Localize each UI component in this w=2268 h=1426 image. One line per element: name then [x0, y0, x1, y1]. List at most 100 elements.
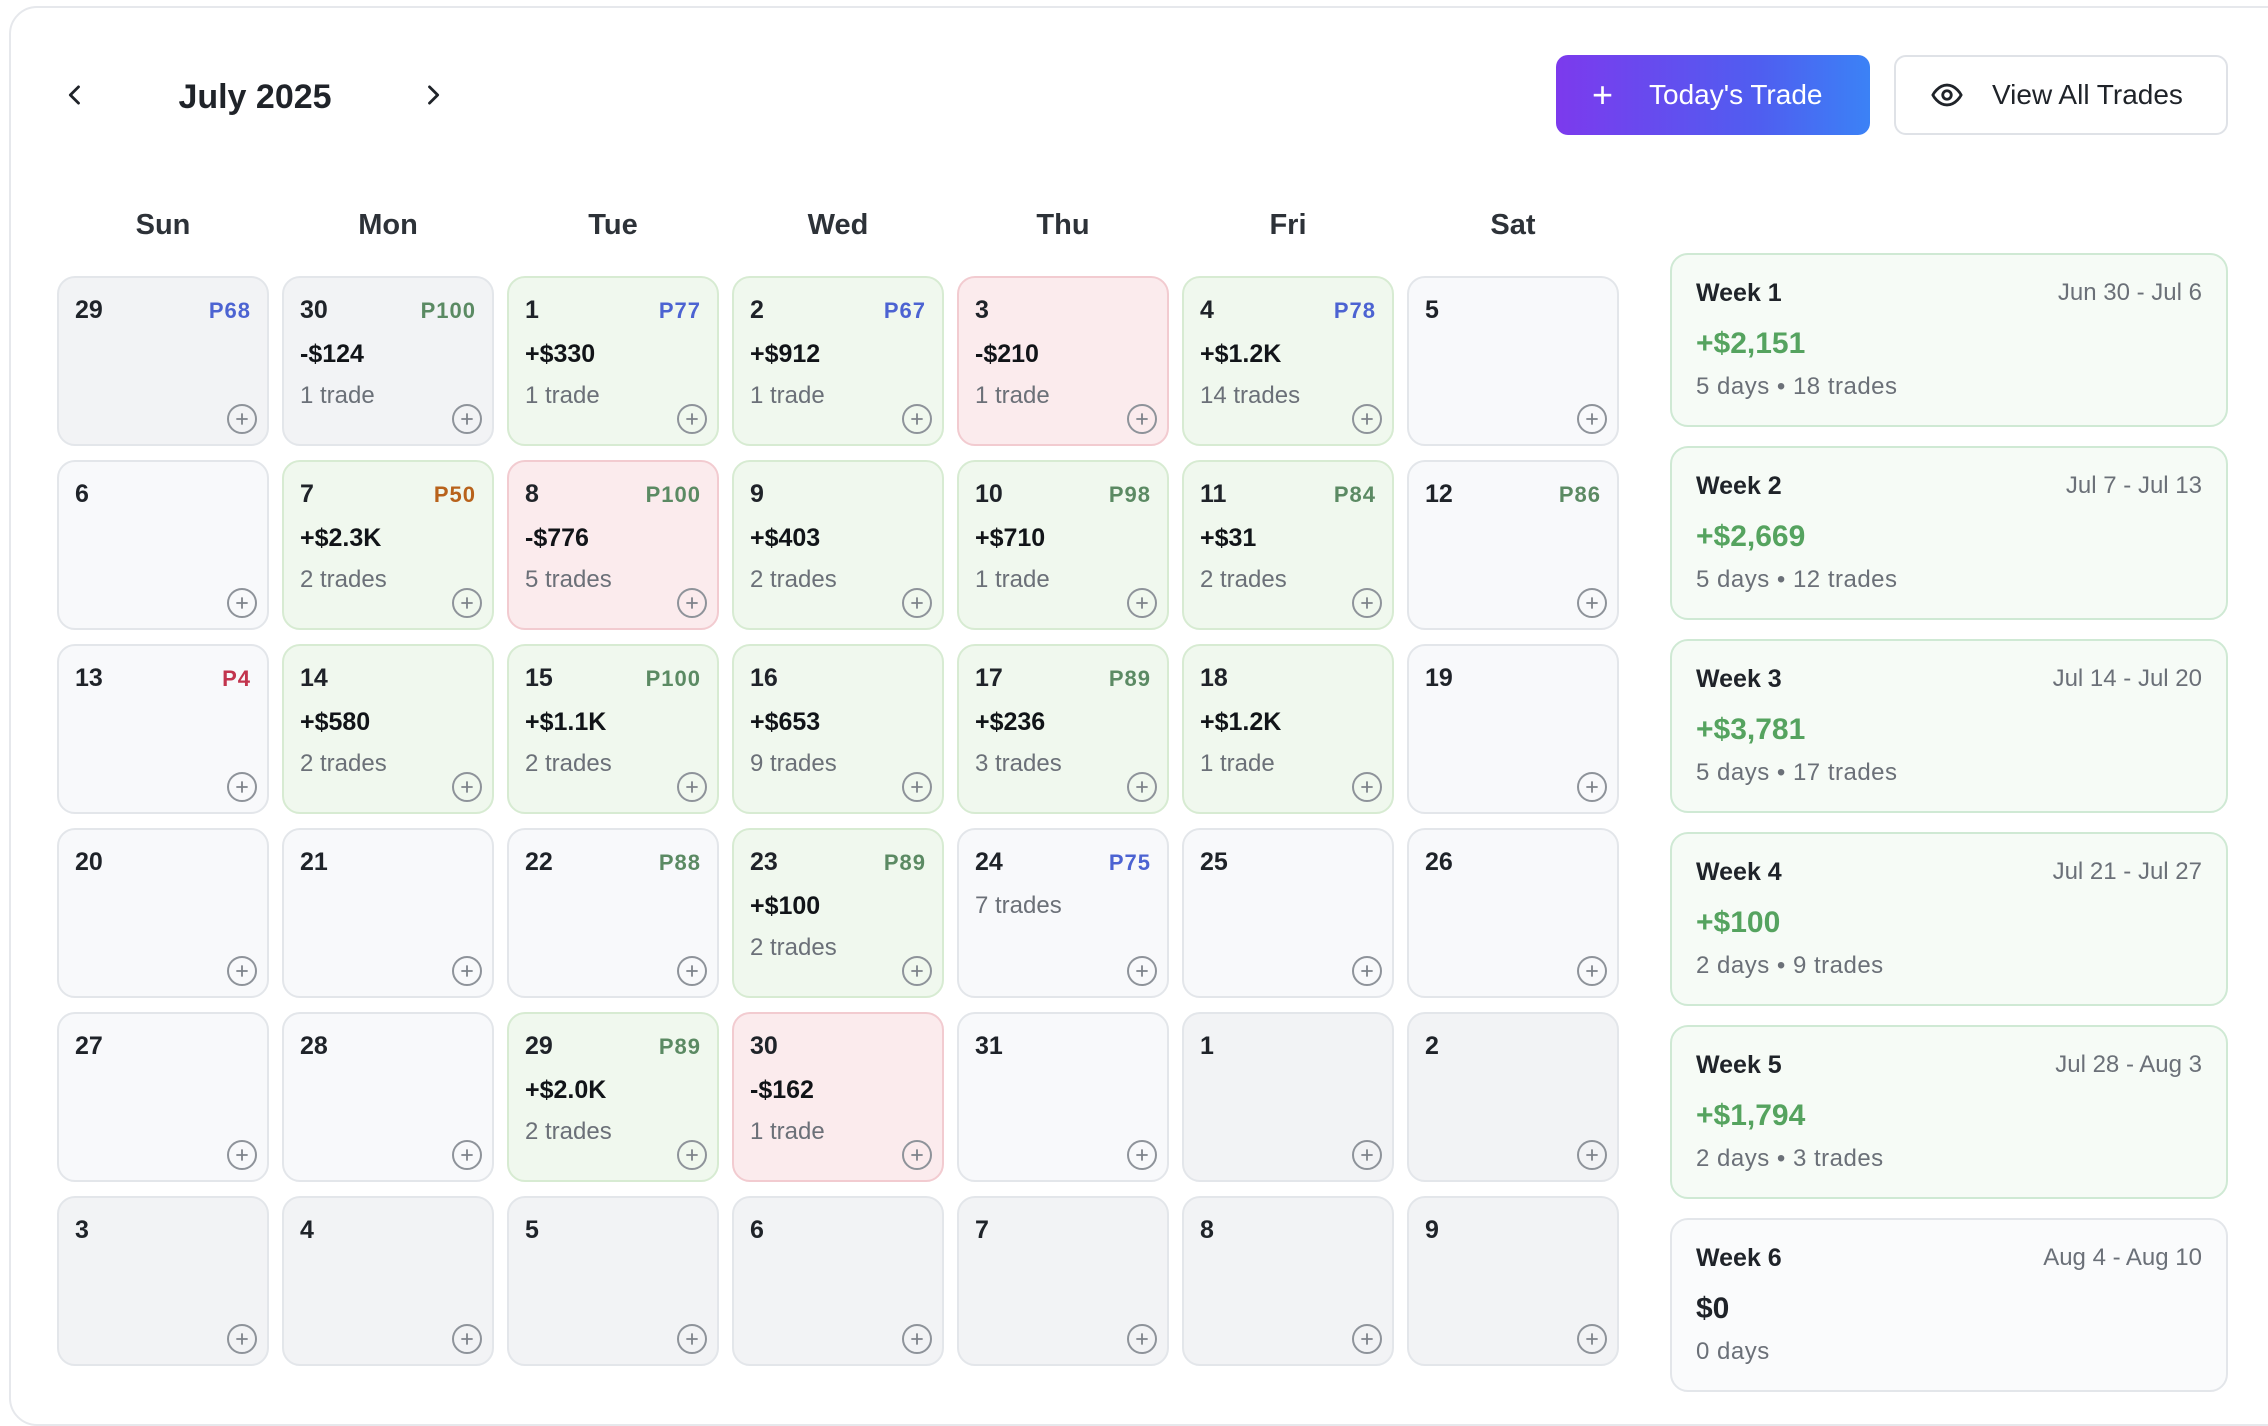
add-trade-button[interactable]: [1577, 956, 1607, 986]
add-trade-button[interactable]: [452, 956, 482, 986]
add-trade-button[interactable]: [1352, 588, 1382, 618]
add-trade-button[interactable]: [1127, 772, 1157, 802]
add-trade-button[interactable]: [902, 956, 932, 986]
calendar-day-cell[interactable]: 9 +$403 2 trades: [732, 460, 944, 630]
plus-icon: [1586, 965, 1598, 977]
day-number: 4: [1200, 296, 1214, 324]
calendar-day-cell[interactable]: 31: [957, 1012, 1169, 1182]
calendar-day-cell[interactable]: 7: [957, 1196, 1169, 1366]
add-trade-button[interactable]: [1352, 772, 1382, 802]
week-summary-card[interactable]: Week 2 Jul 7 - Jul 13 +$2,669 5 days • 12 t…: [1670, 446, 2228, 620]
calendar-day-cell[interactable]: 4 P78 +$1.2K 14 trades: [1182, 276, 1394, 446]
add-trade-button[interactable]: [677, 772, 707, 802]
next-month-button[interactable]: [408, 70, 458, 120]
add-trade-button[interactable]: [1352, 1324, 1382, 1354]
add-trade-button[interactable]: [452, 1324, 482, 1354]
add-trade-button[interactable]: [902, 404, 932, 434]
calendar-day-cell[interactable]: 11 P84 +$31 2 trades: [1182, 460, 1394, 630]
calendar-day-cell[interactable]: 6: [57, 460, 269, 630]
add-trade-button[interactable]: [1127, 588, 1157, 618]
add-trade-button[interactable]: [452, 772, 482, 802]
week-summary-card[interactable]: Week 3 Jul 14 - Jul 20 +$3,781 5 days • 17 …: [1670, 639, 2228, 813]
calendar-day-cell[interactable]: 12 P86: [1407, 460, 1619, 630]
add-trade-button[interactable]: [227, 588, 257, 618]
week-summary-card[interactable]: Week 5 Jul 28 - Aug 3 +$1,794 2 days • 3 tr…: [1670, 1025, 2228, 1199]
add-trade-button[interactable]: [1577, 404, 1607, 434]
add-trade-button[interactable]: [1577, 772, 1607, 802]
calendar-day-cell[interactable]: 30 -$162 1 trade: [732, 1012, 944, 1182]
add-trade-button[interactable]: [677, 588, 707, 618]
add-trade-button[interactable]: [227, 404, 257, 434]
calendar-day-cell[interactable]: 14 +$580 2 trades: [282, 644, 494, 814]
calendar-day-cell[interactable]: 26: [1407, 828, 1619, 998]
calendar-day-cell[interactable]: 22 P88: [507, 828, 719, 998]
calendar-day-cell[interactable]: 2: [1407, 1012, 1619, 1182]
calendar-day-cell[interactable]: 17 P89 +$236 3 trades: [957, 644, 1169, 814]
add-trade-button[interactable]: [1577, 1140, 1607, 1170]
add-trade-button[interactable]: [452, 588, 482, 618]
add-trade-button[interactable]: [1577, 1324, 1607, 1354]
week-summary-card[interactable]: Week 4 Jul 21 - Jul 27 +$100 2 days • 9 tra…: [1670, 832, 2228, 1006]
calendar-day-cell[interactable]: 13 P4: [57, 644, 269, 814]
calendar-day-cell[interactable]: 29 P68: [57, 276, 269, 446]
calendar-day-cell[interactable]: 24 P75 7 trades: [957, 828, 1169, 998]
add-trade-button[interactable]: [227, 1140, 257, 1170]
calendar-day-cell[interactable]: 6: [732, 1196, 944, 1366]
calendar-day-cell[interactable]: 2 P67 +$912 1 trade: [732, 276, 944, 446]
add-trade-button[interactable]: [1127, 1324, 1157, 1354]
calendar-day-cell[interactable]: 15 P100 +$1.1K 2 trades: [507, 644, 719, 814]
calendar-day-cell[interactable]: 29 P89 +$2.0K 2 trades: [507, 1012, 719, 1182]
add-trade-button[interactable]: [227, 772, 257, 802]
calendar-day-cell[interactable]: 23 P89 +$100 2 trades: [732, 828, 944, 998]
trade-count: 1 trade: [300, 382, 375, 409]
add-trade-button[interactable]: [1127, 956, 1157, 986]
add-trade-button[interactable]: [1127, 404, 1157, 434]
calendar-day-cell[interactable]: 10 P98 +$710 1 trade: [957, 460, 1169, 630]
week-summary-card[interactable]: Week 1 Jun 30 - Jul 6 +$2,151 5 days • 18 t…: [1670, 253, 2228, 427]
add-trade-button[interactable]: [227, 956, 257, 986]
week-summary-card[interactable]: Week 6 Aug 4 - Aug 10 $0 0 days: [1670, 1218, 2228, 1392]
add-trade-button[interactable]: [677, 1140, 707, 1170]
calendar-day-cell[interactable]: 27: [57, 1012, 269, 1182]
add-trade-button[interactable]: [902, 1324, 932, 1354]
todays-trade-button[interactable]: + Today's Trade: [1556, 55, 1870, 135]
add-trade-button[interactable]: [677, 1324, 707, 1354]
calendar-day-cell[interactable]: 5: [1407, 276, 1619, 446]
calendar-day-cell[interactable]: 25: [1182, 828, 1394, 998]
calendar-day-cell[interactable]: 3: [57, 1196, 269, 1366]
calendar-day-cell[interactable]: 20: [57, 828, 269, 998]
add-trade-button[interactable]: [677, 404, 707, 434]
calendar-day-cell[interactable]: 5: [507, 1196, 719, 1366]
add-trade-button[interactable]: [452, 1140, 482, 1170]
calendar-day-cell[interactable]: 9: [1407, 1196, 1619, 1366]
trade-count: 2 trades: [750, 566, 837, 593]
previous-month-button[interactable]: [50, 70, 100, 120]
calendar-day-cell[interactable]: 8: [1182, 1196, 1394, 1366]
calendar-day-cell[interactable]: 16 +$653 9 trades: [732, 644, 944, 814]
add-trade-button[interactable]: [227, 1324, 257, 1354]
add-trade-button[interactable]: [677, 956, 707, 986]
day-pnl: +$710: [975, 524, 1046, 552]
add-trade-button[interactable]: [1352, 1140, 1382, 1170]
calendar-day-cell[interactable]: 21: [282, 828, 494, 998]
calendar-day-cell[interactable]: 28: [282, 1012, 494, 1182]
add-trade-button[interactable]: [452, 404, 482, 434]
add-trade-button[interactable]: [1577, 588, 1607, 618]
calendar-day-cell[interactable]: 8 P100 -$776 5 trades: [507, 460, 719, 630]
calendar-day-cell[interactable]: 4: [282, 1196, 494, 1366]
add-trade-button[interactable]: [902, 588, 932, 618]
add-trade-button[interactable]: [1352, 404, 1382, 434]
calendar-day-cell[interactable]: 7 P50 +$2.3K 2 trades: [282, 460, 494, 630]
add-trade-button[interactable]: [902, 772, 932, 802]
calendar-day-cell[interactable]: 3 -$210 1 trade: [957, 276, 1169, 446]
calendar-day-cell[interactable]: 1: [1182, 1012, 1394, 1182]
add-trade-button[interactable]: [1352, 956, 1382, 986]
calendar-day-cell[interactable]: 1 P77 +$330 1 trade: [507, 276, 719, 446]
calendar-day-cell[interactable]: 30 P100 -$124 1 trade: [282, 276, 494, 446]
add-trade-button[interactable]: [1127, 1140, 1157, 1170]
calendar-day-cell[interactable]: 18 +$1.2K 1 trade: [1182, 644, 1394, 814]
add-trade-button[interactable]: [902, 1140, 932, 1170]
view-all-trades-button[interactable]: View All Trades: [1894, 55, 2228, 135]
calendar-day-cell[interactable]: 19: [1407, 644, 1619, 814]
chevron-left-icon: [68, 85, 80, 105]
